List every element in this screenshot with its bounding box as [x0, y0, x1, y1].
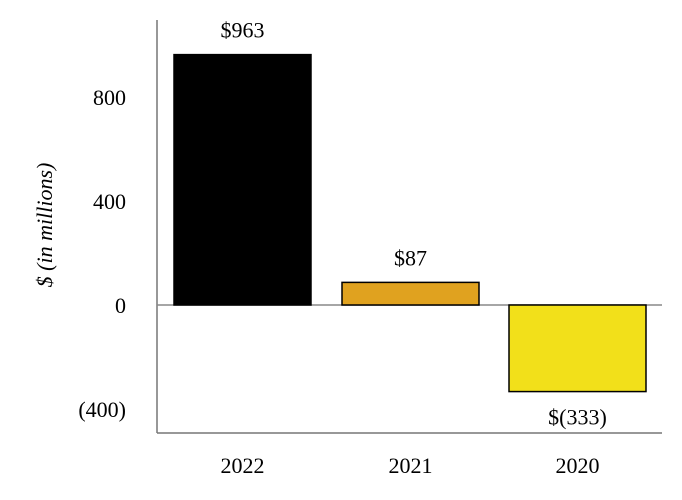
x-category-label: 2021 [389, 453, 433, 478]
x-category-label: 2020 [556, 453, 600, 478]
y-tick-label: (400) [78, 397, 126, 422]
y-axis-label: $ (in millions) [32, 163, 57, 288]
bar-2020 [508, 304, 647, 393]
x-category-label: 2022 [221, 453, 265, 478]
data-label-2020: $(333) [548, 405, 607, 430]
y-tick-label: 800 [93, 85, 126, 110]
data-label-2021: $87 [394, 245, 427, 270]
y-tick-label: 400 [93, 189, 126, 214]
y-tick-labels: 800 400 0 (400) [78, 85, 126, 422]
data-labels: $963 $87 $(333) [221, 18, 607, 430]
x-category-labels: 2022 2021 2020 [221, 453, 600, 478]
bar-2022 [173, 53, 312, 306]
bar-2021 [341, 281, 480, 306]
data-label-2022: $963 [221, 18, 265, 43]
y-tick-label: 0 [115, 293, 126, 318]
bars [173, 53, 647, 393]
